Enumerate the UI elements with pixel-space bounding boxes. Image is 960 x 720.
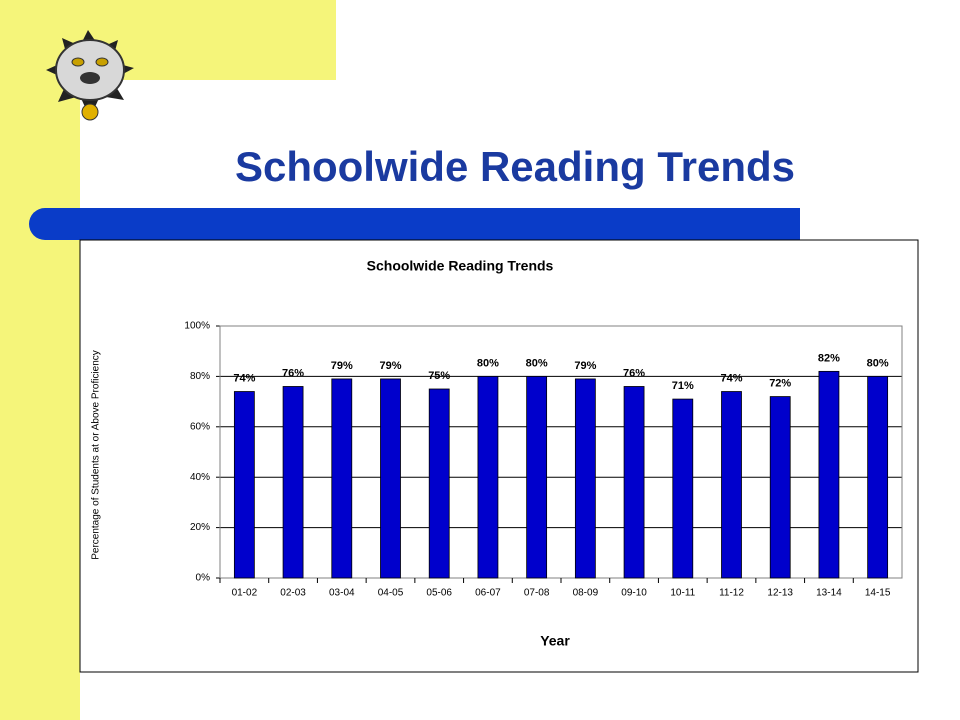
y-tick-label: 20% — [190, 522, 210, 533]
slide-title: Schoolwide Reading Trends — [235, 143, 795, 190]
data-label: 79% — [379, 360, 401, 372]
bar — [380, 378, 401, 579]
bar — [672, 398, 694, 579]
bar — [526, 375, 548, 579]
bar — [233, 391, 255, 579]
x-tick-label: 13-14 — [816, 588, 842, 599]
title-band — [29, 208, 800, 240]
y-tick-label: 40% — [190, 472, 210, 483]
chart-frame — [79, 239, 919, 673]
x-tick-label: 03-04 — [329, 588, 355, 599]
bar — [623, 386, 645, 579]
x-tick-label: 06-07 — [475, 588, 501, 599]
bar — [477, 375, 499, 579]
y-axis-label: Percentage of Students at or Above Profi… — [91, 350, 102, 560]
data-label: 80% — [526, 357, 548, 369]
y-tick-label: 0% — [196, 573, 211, 584]
data-label: 80% — [867, 357, 889, 369]
x-tick-label: 09-10 — [621, 588, 647, 599]
bar — [818, 370, 840, 579]
bar — [721, 391, 742, 579]
y-tick-label: 80% — [190, 371, 210, 382]
data-label: 71% — [672, 380, 694, 392]
bar — [282, 386, 304, 579]
bar — [428, 388, 450, 579]
data-label: 72% — [769, 377, 791, 389]
x-tick-label: 08-09 — [573, 588, 599, 599]
bar — [331, 378, 353, 579]
y-tick-label: 100% — [184, 321, 210, 332]
x-tick-label: 04-05 — [378, 588, 404, 599]
bar — [574, 378, 596, 579]
x-tick-label: 05-06 — [426, 588, 452, 599]
x-tick-label: 11-12 — [719, 588, 744, 599]
x-axis-label: Year — [540, 633, 570, 649]
data-label: 74% — [233, 372, 255, 384]
data-label: 79% — [574, 360, 596, 372]
data-label: 82% — [818, 352, 840, 364]
data-label: 79% — [331, 360, 353, 372]
data-label: 80% — [477, 357, 499, 369]
chart-title: Schoolwide Reading Trends — [367, 258, 554, 274]
data-label: 76% — [623, 367, 645, 379]
side-strip — [0, 0, 80, 720]
y-tick-label: 60% — [190, 421, 210, 432]
x-tick-label: 12-13 — [767, 588, 793, 599]
data-label: 75% — [428, 370, 450, 382]
data-label: 74% — [720, 372, 742, 384]
logo — [46, 30, 134, 121]
data-label: 76% — [282, 367, 304, 379]
x-tick-label: 07-08 — [524, 588, 550, 599]
x-tick-label: 10-11 — [670, 588, 695, 599]
x-tick-label: 14-15 — [865, 588, 891, 599]
x-tick-label: 01-02 — [232, 588, 258, 599]
x-tick-label: 02-03 — [280, 588, 306, 599]
bar — [867, 375, 889, 579]
bar — [769, 396, 791, 579]
